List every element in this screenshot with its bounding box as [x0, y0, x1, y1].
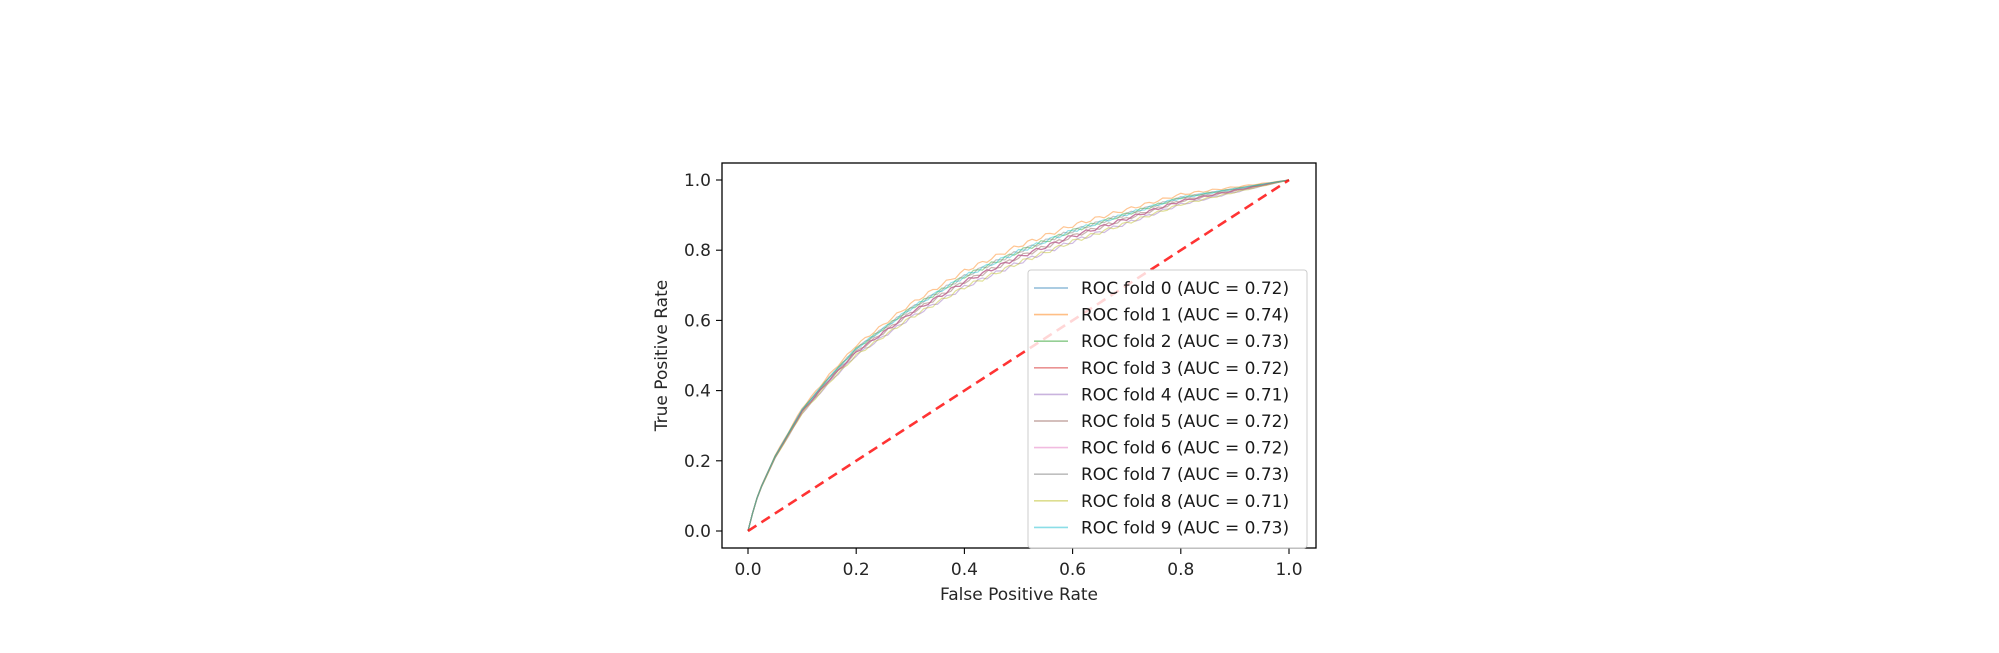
x-tick-label: 0.8 [1167, 560, 1194, 580]
legend-label-fold-9: ROC fold 9 (AUC = 0.73) [1081, 518, 1289, 538]
chance-line [747, 178, 1290, 533]
legend-label-fold-2: ROC fold 2 (AUC = 0.73) [1081, 332, 1289, 352]
legend-label-fold-1: ROC fold 1 (AUC = 0.74) [1081, 306, 1289, 326]
roc-curve-fold-3 [747, 179, 1290, 532]
y-tick-label: 0.2 [684, 452, 711, 472]
roc-curve-fold-0 [747, 179, 1290, 532]
x-tick-label: 0.4 [951, 560, 978, 580]
roc-curve-fold-7 [747, 179, 1290, 532]
roc-curve-fold-1 [747, 179, 1290, 532]
x-tick-label: 0.6 [1059, 560, 1086, 580]
y-tick-label: 0.6 [684, 311, 711, 331]
y-tick-label: 1.0 [684, 171, 711, 191]
y-tick-label: 0.4 [684, 382, 711, 402]
x-axis-title: False Positive Rate [940, 585, 1098, 605]
y-axis-title: True Positive Rate [652, 280, 672, 432]
y-tick-label: 0.0 [684, 522, 711, 542]
roc-curve-fold-6 [747, 179, 1290, 532]
roc-curve-fold-5 [747, 179, 1290, 532]
legend-label-fold-6: ROC fold 6 (AUC = 0.72) [1081, 439, 1289, 459]
roc-curve-fold-2 [747, 179, 1290, 532]
x-tick-label: 1.0 [1275, 560, 1302, 580]
legend-label-fold-5: ROC fold 5 (AUC = 0.72) [1081, 412, 1289, 432]
legend-label-fold-4: ROC fold 4 (AUC = 0.71) [1081, 385, 1289, 405]
legend-label-fold-7: ROC fold 7 (AUC = 0.73) [1081, 465, 1289, 485]
y-axis-ticks: 0.0 0.2 0.4 0.6 0.8 1.0 [684, 171, 722, 542]
x-tick-label: 0.2 [843, 560, 870, 580]
x-axis-ticks: 0.0 0.2 0.4 0.6 0.8 1.0 [734, 548, 1303, 580]
plot-frame [721, 162, 1317, 549]
roc-curve-fold-4 [747, 179, 1290, 532]
roc-curves [747, 179, 1290, 532]
roc-curve-fold-8 [747, 179, 1290, 532]
legend: ROC fold 0 (AUC = 0.72) ROC fold 1 (AUC =… [1027, 269, 1308, 549]
x-tick-label: 0.0 [734, 560, 761, 580]
chance-line-layer [747, 178, 1290, 533]
legend-label-fold-0: ROC fold 0 (AUC = 0.72) [1081, 279, 1289, 299]
legend-box [1027, 269, 1308, 549]
roc-curve-fold-9 [747, 179, 1290, 532]
legend-label-fold-3: ROC fold 3 (AUC = 0.72) [1081, 359, 1289, 379]
legend-label-fold-8: ROC fold 8 (AUC = 0.71) [1081, 492, 1289, 512]
y-tick-label: 0.8 [684, 241, 711, 261]
